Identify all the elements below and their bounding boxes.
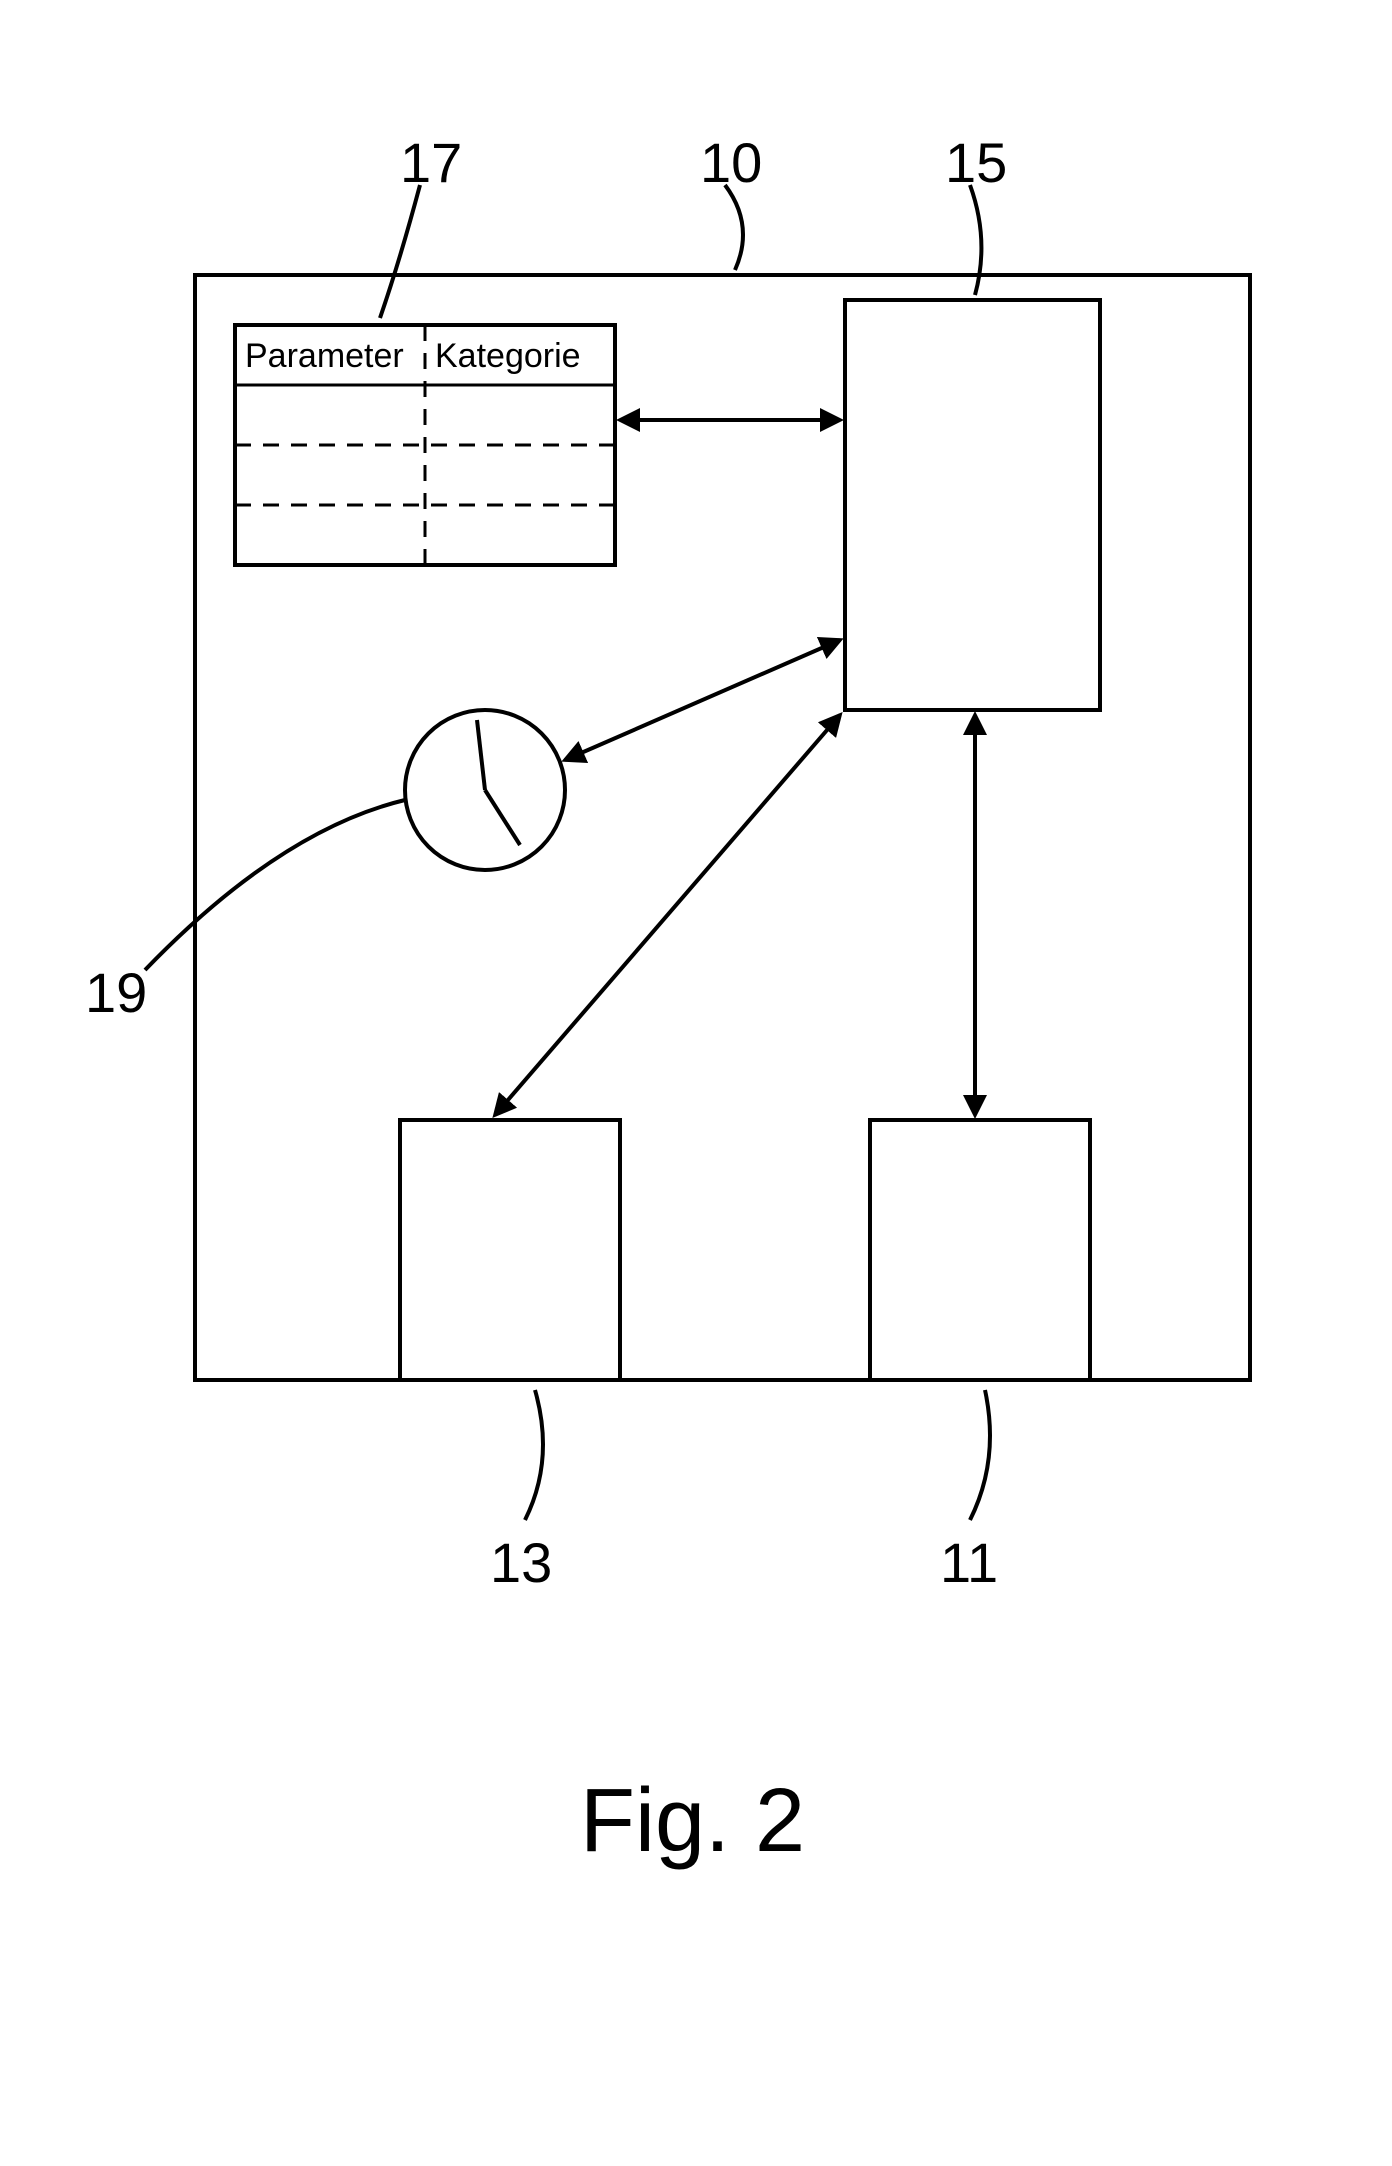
arrow-19-to-15	[565, 640, 840, 760]
node-13	[400, 1120, 620, 1380]
table-17-col2-header: Kategorie	[435, 337, 581, 376]
label-10: 10	[700, 130, 762, 195]
label-13: 13	[490, 1530, 552, 1595]
label-11: 11	[940, 1530, 998, 1595]
leader-15	[970, 185, 981, 295]
leader-19	[145, 800, 405, 970]
leader-17	[380, 185, 420, 318]
figure-caption: Fig. 2	[580, 1770, 805, 1873]
leader-10	[725, 185, 743, 270]
clock-19-hand2	[485, 790, 520, 845]
clock-19-hand1	[477, 720, 485, 790]
label-17: 17	[400, 130, 462, 195]
node-11	[870, 1120, 1090, 1380]
leader-11	[970, 1390, 990, 1520]
label-19: 19	[85, 960, 147, 1025]
arrow-13-to-15	[495, 715, 840, 1115]
table-17-col1-header: Parameter	[245, 337, 404, 376]
leader-13	[525, 1390, 543, 1520]
node-15	[845, 300, 1100, 710]
label-15: 15	[945, 130, 1007, 195]
